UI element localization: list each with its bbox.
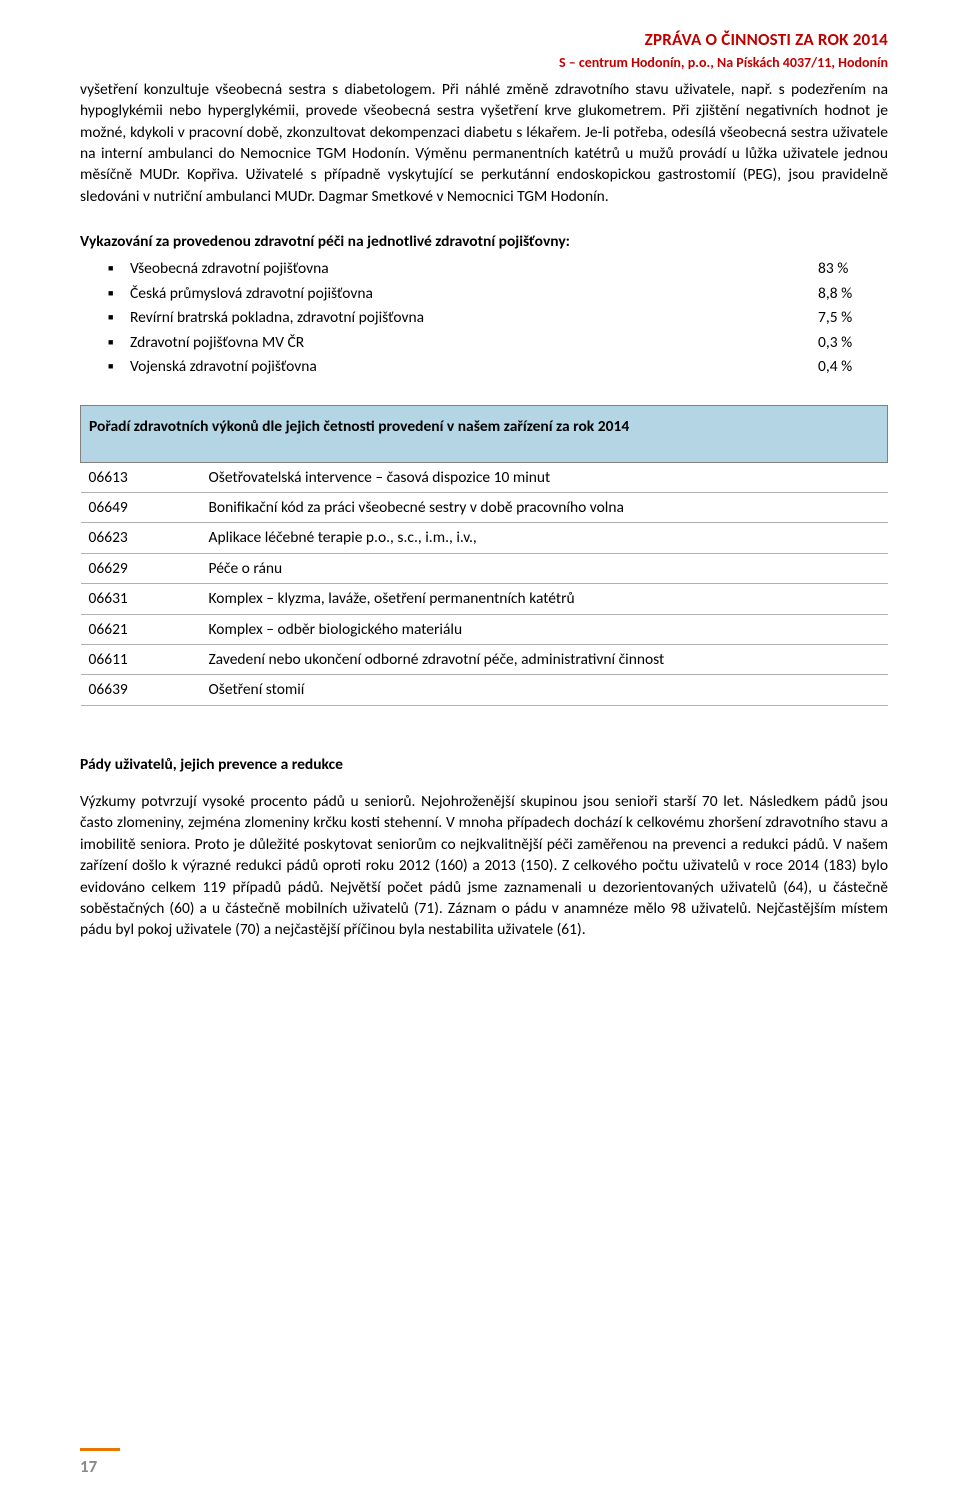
- procedure-desc: Ošetřovatelská intervence – časová dispo…: [201, 462, 888, 492]
- procedure-code: 06649: [81, 493, 201, 523]
- insurance-list: Všeobecná zdravotní pojišťovna 83 % Česk…: [80, 258, 888, 377]
- procedure-desc: Komplex – klyzma, laváže, ošetření perma…: [201, 584, 888, 614]
- procedure-code: 06631: [81, 584, 201, 614]
- procedure-code: 06629: [81, 553, 201, 583]
- list-item: Zdravotní pojišťovna MV ČR 0,3 %: [108, 332, 888, 353]
- procedure-code: 06613: [81, 462, 201, 492]
- procedure-desc: Komplex – odběr biologického materiálu: [201, 614, 888, 644]
- list-item: Revírní bratrská pokladna, zdravotní poj…: [108, 307, 888, 328]
- procedure-code: 06621: [81, 614, 201, 644]
- table-row: 06639 Ošetření stomií: [81, 675, 888, 705]
- procedure-desc: Péče o ránu: [201, 553, 888, 583]
- procedures-table-header: Pořadí zdravotních výkonů dle jejich čet…: [81, 406, 888, 462]
- page-number: 17: [80, 1456, 97, 1477]
- procedure-desc: Ošetření stomií: [201, 675, 888, 705]
- insurance-pct: 8,8 %: [818, 283, 888, 304]
- body-paragraph-1: vyšetření konzultuje všeobecná sestra s …: [80, 79, 888, 207]
- insurance-pct: 83 %: [818, 258, 888, 279]
- table-row: 06621 Komplex – odběr biologického mater…: [81, 614, 888, 644]
- report-subtitle: S – centrum Hodonín, p.o., Na Pískách 40…: [80, 53, 888, 72]
- insurance-label: Revírní bratrská pokladna, zdravotní poj…: [130, 307, 818, 328]
- list-item: Vojenská zdravotní pojišťovna 0,4 %: [108, 356, 888, 377]
- insurance-pct: 0,4 %: [818, 356, 888, 377]
- insurance-label: Zdravotní pojišťovna MV ČR: [130, 332, 818, 353]
- procedures-table: Pořadí zdravotních výkonů dle jejich čet…: [80, 405, 888, 705]
- procedure-desc: Zavedení nebo ukončení odborné zdravotní…: [201, 644, 888, 674]
- falls-paragraph: Výzkumy potvrzují vysoké procento pádů u…: [80, 791, 888, 941]
- list-item: Všeobecná zdravotní pojišťovna 83 %: [108, 258, 888, 279]
- insurance-label: Všeobecná zdravotní pojišťovna: [130, 258, 818, 279]
- table-row: 06629 Péče o ránu: [81, 553, 888, 583]
- procedure-code: 06611: [81, 644, 201, 674]
- procedure-desc: Bonifikační kód za práci všeobecné sestr…: [201, 493, 888, 523]
- list-item: Česká průmyslová zdravotní pojišťovna 8,…: [108, 283, 888, 304]
- procedure-code: 06639: [81, 675, 201, 705]
- table-row: 06631 Komplex – klyzma, laváže, ošetření…: [81, 584, 888, 614]
- procedure-desc: Aplikace léčebné terapie p.o., s.c., i.m…: [201, 523, 888, 553]
- report-title: ZPRÁVA O ČINNOSTI ZA ROK 2014: [80, 28, 888, 51]
- insurance-pct: 0,3 %: [818, 332, 888, 353]
- table-row: 06623 Aplikace léčebné terapie p.o., s.c…: [81, 523, 888, 553]
- insurance-label: Vojenská zdravotní pojišťovna: [130, 356, 818, 377]
- procedure-code: 06623: [81, 523, 201, 553]
- table-row: 06611 Zavedení nebo ukončení odborné zdr…: [81, 644, 888, 674]
- insurance-heading: Vykazování za provedenou zdravotní péči …: [80, 231, 888, 252]
- table-row: 06649 Bonifikační kód za práci všeobecné…: [81, 493, 888, 523]
- insurance-label: Česká průmyslová zdravotní pojišťovna: [130, 283, 818, 304]
- insurance-pct: 7,5 %: [818, 307, 888, 328]
- table-row: 06613 Ošetřovatelská intervence – časová…: [81, 462, 888, 492]
- document-header: ZPRÁVA O ČINNOSTI ZA ROK 2014 S – centru…: [80, 28, 888, 73]
- falls-heading: Pády uživatelů, jejich prevence a redukc…: [80, 754, 888, 775]
- page-number-box: 17: [80, 1448, 120, 1478]
